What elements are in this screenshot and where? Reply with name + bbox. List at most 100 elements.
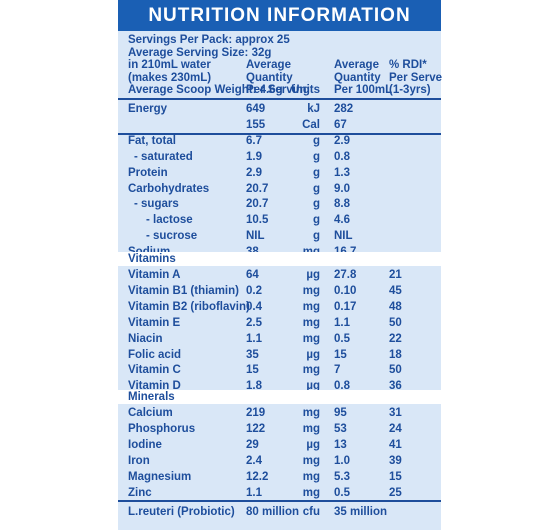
row-per-100ml: 0.17 (334, 300, 357, 313)
row-unit: mg (302, 486, 320, 499)
row-name: L.reuteri (Probiotic) (128, 506, 235, 518)
row-name: - sucrose (146, 230, 198, 243)
row-per-serving: 35 (246, 348, 259, 361)
row-per-100ml: 5.3 (334, 470, 350, 483)
row-per-100ml: 0.5 (334, 332, 350, 345)
row-rdi: 36 (389, 380, 402, 393)
row-name: Folic acid (128, 348, 182, 361)
header-per-serving: Average (246, 59, 291, 71)
row-unit: mg (302, 454, 320, 467)
row-name: Niacin (128, 332, 163, 345)
divider (118, 98, 441, 100)
row-per-serving: 1.1 (246, 486, 262, 499)
row-rdi: 41 (389, 438, 402, 451)
row-per-serving: 2.4 (246, 454, 262, 467)
row-name: Vitamin B2 (riboflavin) (128, 300, 250, 313)
divider (118, 132, 441, 135)
row-per-100ml: 282 (334, 103, 354, 115)
row-rdi: 50 (389, 364, 402, 377)
row-per-serving: 1.9 (246, 150, 262, 163)
row-per-serving: 1.1 (246, 332, 262, 345)
row-name: Vitamin D (128, 380, 181, 393)
row-rdi: 25 (389, 486, 402, 499)
row-rdi: 31 (389, 407, 402, 419)
header-rdi: (1-3yrs) (389, 84, 431, 96)
section-band-vitamins (118, 252, 441, 266)
row-unit: mg (302, 284, 320, 297)
row-name: - lactose (146, 214, 193, 227)
row-rdi: 39 (389, 454, 402, 467)
row-per-100ml: 0.8 (334, 150, 350, 163)
row-name: Fat, total (128, 134, 176, 147)
row-unit: µg (306, 438, 320, 451)
row-rdi: 45 (389, 284, 402, 297)
row-unit: g (312, 214, 320, 227)
row-per-serving: 10.5 (246, 214, 269, 227)
section-label-vitamins: Vitamins (128, 253, 176, 265)
row-per-100ml: 9.0 (334, 182, 350, 195)
row-name: Vitamin B1 (thiamin) (128, 284, 239, 297)
row-name: Iron (128, 454, 150, 467)
row-name: Protein (128, 166, 168, 179)
row-per-serving: NIL (246, 230, 265, 243)
row-per-serving: 155 (246, 118, 266, 131)
serving-info-line: Servings Per Pack: approx 25 (128, 34, 290, 46)
row-rdi: 22 (389, 332, 402, 345)
row-unit: g (312, 166, 320, 179)
header-per-100ml: Quantity (334, 71, 381, 84)
row-rdi: 21 (389, 269, 402, 281)
row-name: Phosphorus (128, 422, 196, 435)
row-per-serving: 20.7 (246, 182, 269, 195)
row-per-100ml: NIL (334, 230, 353, 243)
row-per-100ml: 8.8 (334, 198, 350, 211)
row-per-serving: 0.4 (246, 300, 262, 313)
header-rdi: % RDI* (389, 59, 427, 71)
row-rdi: 48 (389, 300, 402, 313)
row-unit: mg (302, 300, 320, 313)
row-per-100ml: 95 (334, 407, 347, 419)
header-per-serving: Per Serving (246, 84, 310, 96)
row-per-100ml: 7 (334, 364, 341, 377)
header-per-100ml: Average (334, 59, 379, 71)
row-unit: g (312, 230, 320, 243)
row-per-100ml: 4.6 (334, 214, 350, 227)
serving-info-line: Average Scoop Weight: 4.6g (128, 84, 283, 96)
row-name: Vitamin E (128, 316, 181, 329)
row-unit: mg (302, 316, 320, 329)
header-per-100ml: Per 100mL (334, 84, 393, 96)
row-per-100ml: 27.8 (334, 269, 357, 281)
row-rdi: 18 (389, 348, 402, 361)
serving-info-line: Average Serving Size: 32g (128, 46, 272, 59)
row-per-serving: 219 (246, 407, 266, 419)
section-label-minerals: Minerals (128, 391, 175, 403)
row-per-100ml: 1.3 (334, 166, 350, 179)
row-unit: mg (302, 470, 320, 483)
row-unit: kJ (307, 103, 320, 115)
row-per-100ml: 15 (334, 348, 347, 361)
row-per-serving: 2.5 (246, 316, 262, 329)
row-unit: g (312, 198, 320, 211)
row-per-serving: 12.2 (246, 470, 269, 483)
header-units: Units (291, 84, 320, 96)
row-name: Vitamin A (128, 269, 181, 281)
row-name: Carbohydrates (128, 182, 210, 195)
row-per-serving: 15 (246, 364, 259, 377)
row-per-100ml: 1.1 (334, 316, 350, 329)
row-name: - saturated (134, 150, 193, 163)
row-per-100ml: 67 (334, 118, 347, 131)
row-rdi: 24 (389, 422, 402, 435)
row-rdi: 50 (389, 316, 402, 329)
row-name: Magnesium (128, 470, 192, 483)
panel-title: NUTRITION INFORMATION (118, 0, 441, 31)
row-unit: mg (302, 422, 320, 435)
row-per-100ml: 0.10 (334, 284, 357, 297)
section-band-minerals (118, 390, 441, 404)
row-unit: g (312, 150, 320, 163)
row-unit: mg (302, 332, 320, 345)
row-name: Calcium (128, 407, 173, 419)
row-unit: mg (302, 407, 320, 419)
row-per-100ml: 53 (334, 422, 347, 435)
row-per-serving: 1.8 (246, 380, 262, 393)
serving-info-line: (makes 230mL) (128, 71, 212, 84)
row-rdi: 15 (389, 470, 402, 483)
